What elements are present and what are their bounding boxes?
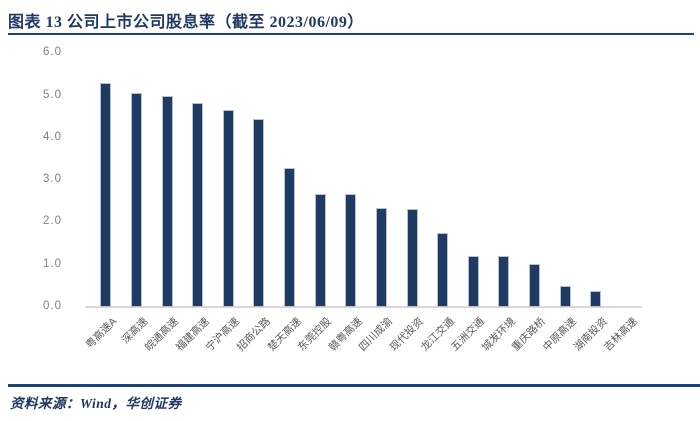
y-axis-tick-label: 1.0 (43, 257, 62, 270)
footer-rule (8, 384, 700, 387)
y-axis-tick-label: 3.0 (43, 173, 62, 186)
bar (192, 103, 204, 307)
y-axis-tick-label: 2.0 (43, 215, 62, 228)
bar (590, 291, 602, 307)
bar (345, 194, 357, 307)
bar (375, 208, 387, 307)
bar (559, 286, 571, 307)
bar (528, 264, 540, 307)
bar (284, 168, 296, 307)
x-axis-category-label: 粤高速A (83, 315, 120, 352)
y-axis-tick-label: 0.0 (43, 300, 62, 312)
y-axis-tick-label: 6.0 (43, 46, 62, 59)
figure-title: 图表 13 公司上市公司股息率（截至 2023/06/09） (8, 14, 364, 31)
x-axis-line (85, 306, 642, 308)
bar (498, 256, 510, 307)
bar (406, 209, 418, 307)
x-axis-category-label: 中原高速 (540, 315, 580, 354)
bar (467, 256, 479, 307)
bar (222, 110, 234, 307)
y-axis-tick-label: 4.0 (43, 130, 62, 143)
bar (314, 194, 326, 307)
bar (161, 96, 173, 307)
x-axis-category-label: 现代投资 (387, 315, 426, 354)
title-rule (8, 33, 694, 35)
bar (100, 83, 112, 307)
bar (130, 93, 142, 307)
y-axis-tick-label: 5.0 (43, 88, 62, 101)
source-note: 资料来源：Wind，华创证券 (10, 396, 182, 411)
x-axis-category-label: 招商公路 (234, 315, 273, 354)
bar (253, 119, 265, 307)
bar (437, 233, 449, 307)
